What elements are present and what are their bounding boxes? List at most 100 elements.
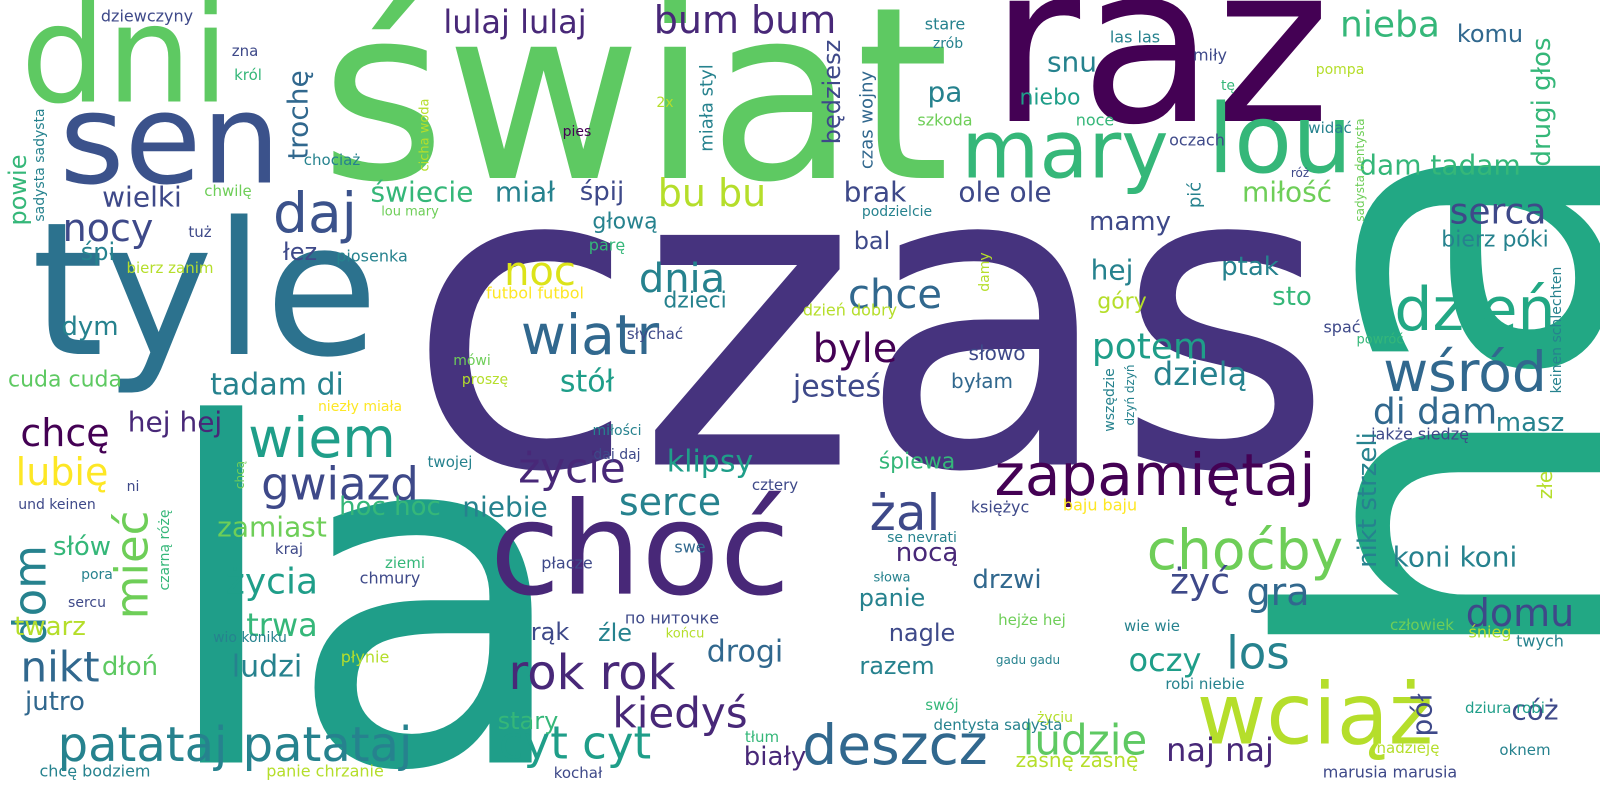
- word: dzielą: [1153, 355, 1247, 393]
- word: podzielcie: [862, 204, 932, 220]
- word: czas: [406, 76, 1334, 565]
- word: stare: [925, 15, 965, 34]
- word: niebie: [462, 491, 548, 524]
- word: piosenka: [336, 247, 408, 266]
- word: kraj: [275, 540, 303, 558]
- word: śnieg: [1469, 623, 1512, 642]
- word: miły: [1193, 46, 1227, 65]
- word: sercu: [68, 595, 106, 611]
- word: chmury: [360, 569, 421, 588]
- word: bierz zanim: [126, 259, 213, 277]
- word: gra: [1246, 570, 1309, 614]
- word: nieba: [1340, 5, 1440, 46]
- word: gwiazd: [261, 458, 419, 511]
- word: byłam: [951, 369, 1013, 393]
- word: chcę bodziem: [39, 762, 150, 781]
- word: powróć: [1357, 333, 1404, 348]
- word: futbol futbol: [486, 284, 584, 303]
- word: sen: [59, 68, 280, 213]
- word: dnia: [639, 256, 725, 302]
- word: rok rok: [509, 645, 676, 701]
- word: 2x: [656, 95, 673, 111]
- word: pół: [1406, 694, 1439, 737]
- word: hej hej: [128, 406, 222, 439]
- word: nocą: [896, 538, 959, 568]
- word: mieć: [106, 511, 159, 620]
- word: źle: [598, 619, 632, 647]
- word: zapamiętaj: [994, 441, 1315, 509]
- word: płacze: [541, 554, 593, 573]
- word: oczach: [1169, 131, 1225, 150]
- word: góry: [1097, 290, 1147, 315]
- word: dni: [21, 0, 230, 134]
- word: świecie: [371, 176, 474, 209]
- word: ziemi: [385, 554, 425, 572]
- word: cztery: [752, 476, 798, 494]
- word: mamy: [1089, 207, 1171, 237]
- word: tadam di: [210, 368, 344, 403]
- word: wio koniku: [213, 630, 287, 646]
- word: szkoda: [917, 111, 972, 130]
- word: drzwi: [972, 565, 1041, 595]
- word: księżyc: [971, 498, 1030, 517]
- word: und keinen: [18, 497, 96, 513]
- word: robi niebie: [1165, 675, 1244, 693]
- word: masz: [1496, 408, 1564, 438]
- word: czarną różę: [157, 509, 173, 590]
- word: dam tadam: [1359, 149, 1520, 182]
- word: końcu: [666, 627, 705, 642]
- word: patataj patataj: [58, 717, 413, 773]
- word: jutro: [24, 687, 85, 717]
- word: zrób: [933, 36, 963, 52]
- word: hoc hoc: [339, 492, 441, 522]
- word: baju baju: [1063, 496, 1137, 515]
- word: jesteś: [792, 370, 881, 405]
- word: daj: [273, 181, 357, 245]
- word: ptak: [1221, 252, 1279, 282]
- word: jakże siedzę: [1370, 425, 1469, 444]
- word: twarz: [14, 612, 86, 642]
- word: potem: [1092, 327, 1208, 368]
- word: będziesz: [818, 40, 846, 144]
- word: komu: [1457, 20, 1523, 48]
- word: cóż: [1511, 694, 1558, 727]
- word: śpi: [81, 238, 115, 266]
- word: miłości: [593, 423, 642, 439]
- word: choć: [490, 476, 790, 625]
- word: hejże hej: [998, 611, 1066, 629]
- word: pić: [1185, 182, 1206, 208]
- word: naj naj: [1166, 731, 1274, 769]
- word: chociaż: [304, 151, 361, 169]
- word: ha: [1194, 126, 1600, 675]
- word: keinen schlechten: [1549, 267, 1565, 394]
- word: trwa: [246, 606, 317, 644]
- word: rąk: [531, 618, 570, 646]
- word: nikt strzeli: [1353, 432, 1383, 568]
- word: ni: [127, 479, 140, 495]
- word: twych: [1516, 632, 1564, 651]
- word: swe: [674, 538, 705, 557]
- word: kochał: [554, 764, 603, 782]
- word: chce: [848, 272, 942, 318]
- word: czas wojny: [857, 71, 878, 170]
- word: człowiek: [1390, 616, 1454, 634]
- word: cyt cyt: [499, 717, 651, 770]
- word: tłum: [745, 728, 779, 746]
- word: niebo: [1019, 86, 1080, 111]
- word: płynie: [341, 648, 390, 667]
- word: di dam: [1373, 392, 1497, 433]
- word: chwilę: [204, 182, 252, 200]
- word: trochę: [282, 70, 315, 159]
- word: twojej: [428, 453, 473, 471]
- word: król: [234, 66, 262, 84]
- word: koni koni: [1393, 541, 1518, 574]
- word: byle: [813, 326, 898, 372]
- word: śpiewa: [879, 450, 956, 475]
- word: panie: [859, 584, 926, 612]
- word: las las: [1110, 28, 1160, 47]
- word: łez: [283, 238, 317, 266]
- word: wielki: [102, 181, 182, 214]
- word: pora: [81, 567, 113, 583]
